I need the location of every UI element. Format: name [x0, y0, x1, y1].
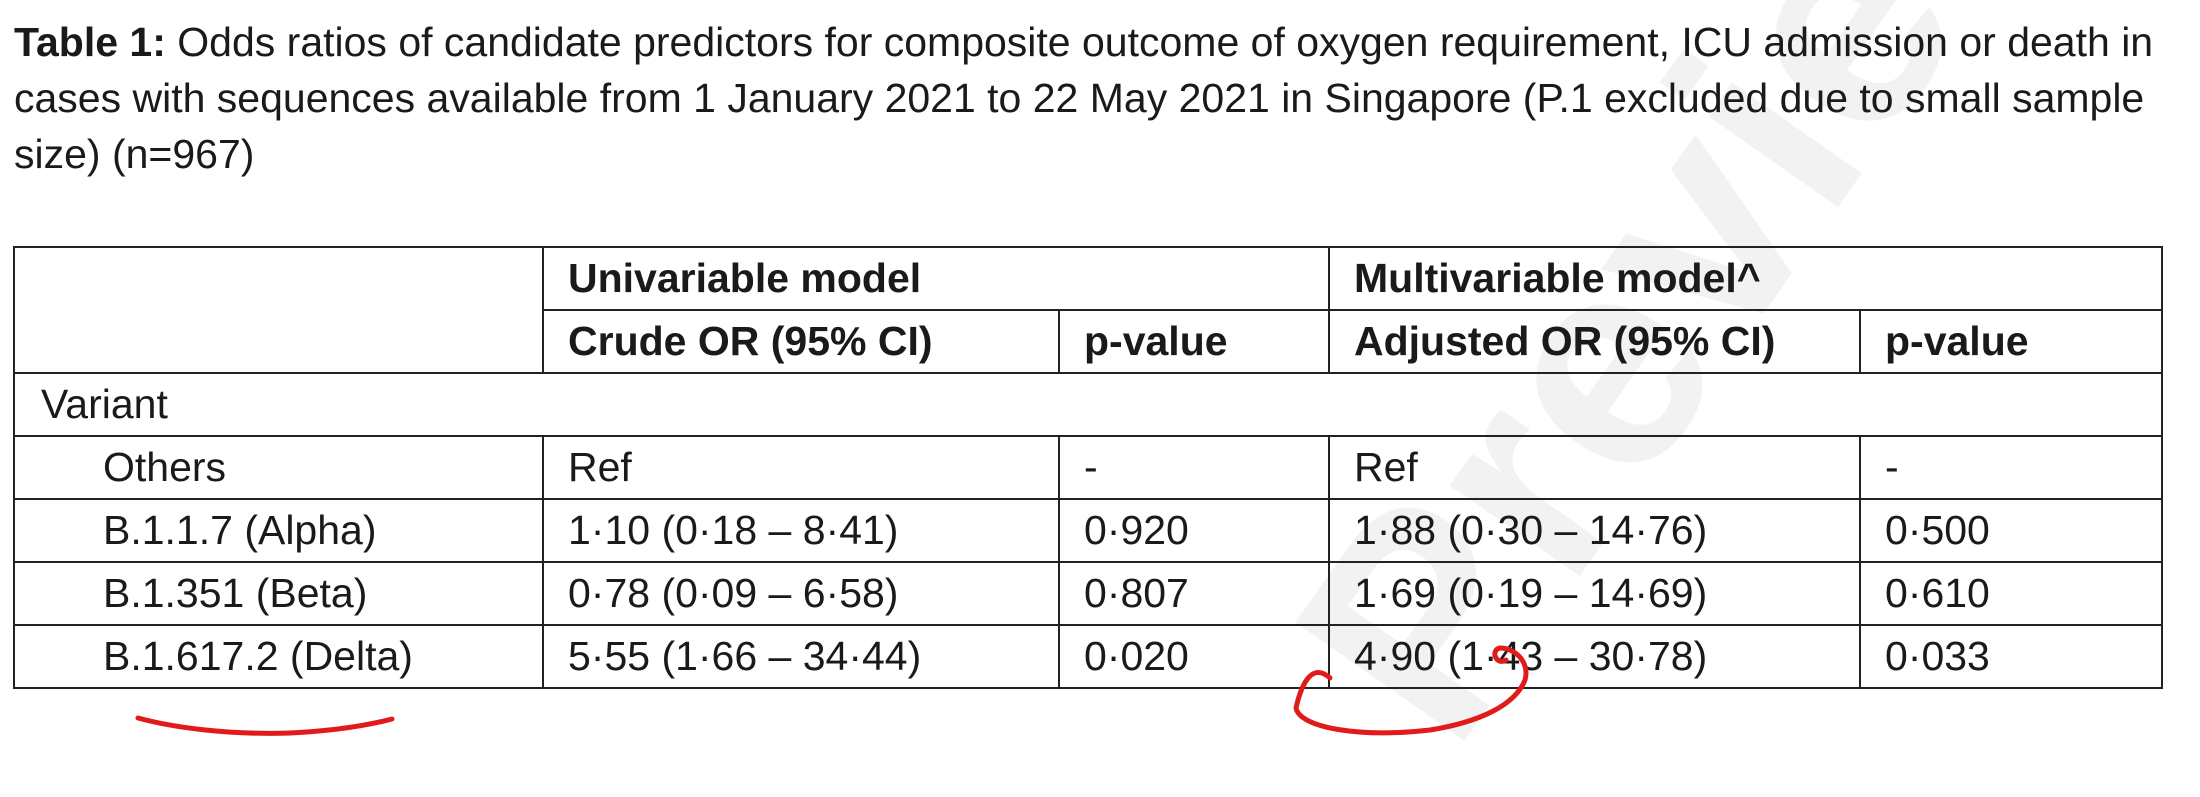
adjusted-or-cell: 1·69 (0·19 – 14·69): [1328, 561, 1861, 626]
table-caption: Table 1: Odds ratios of candidate predic…: [14, 14, 2164, 182]
caption-label: Table 1:: [14, 19, 166, 65]
table-row: B.1.351 (Beta) 0·78 (0·09 – 6·58) 0·807 …: [13, 561, 2163, 626]
table-row: B.1.1.7 (Alpha) 1·10 (0·18 – 8·41) 0·920…: [13, 498, 2163, 563]
p-value-cell: 0·807: [1058, 561, 1330, 626]
p-value-cell: 0·920: [1058, 498, 1330, 563]
crude-or-cell: 0·78 (0·09 – 6·58): [542, 561, 1060, 626]
table-row: B.1.617.2 (Delta) 5·55 (1·66 – 34·44) 0·…: [13, 624, 2163, 689]
p-value-cell: 0·033: [1859, 624, 2163, 689]
adjusted-or-cell: 1·88 (0·30 – 14·76): [1328, 498, 1861, 563]
p-value-cell: 0·020: [1058, 624, 1330, 689]
adjusted-or-cell: 4·90 (1·43 – 30·78): [1328, 624, 1861, 689]
p-value-cell: 0·610: [1859, 561, 2163, 626]
odds-ratio-table: Univariable model Multivariable model^ C…: [13, 246, 2163, 689]
crude-or-cell: 5·55 (1·66 – 34·44): [542, 624, 1060, 689]
p-value-cell: -: [1058, 435, 1330, 500]
header-row-columns: Crude OR (95% CI) p-value Adjusted OR (9…: [14, 309, 2163, 374]
header-row-models: Univariable model Multivariable model^: [13, 246, 2163, 374]
header-p-value-2: p-value: [1859, 309, 2163, 374]
row-name: B.1.1.7 (Alpha): [13, 498, 544, 563]
adjusted-or-cell: Ref: [1328, 435, 1861, 500]
header-crude-or: Crude OR (95% CI): [542, 309, 1060, 374]
crude-or-cell: Ref: [542, 435, 1060, 500]
header-empty-cell: [13, 246, 544, 374]
row-name: Others: [13, 435, 544, 500]
header-multivariable: Multivariable model^: [1328, 246, 2163, 311]
p-value-cell: 0·500: [1859, 498, 2163, 563]
crude-or-cell: 1·10 (0·18 – 8·41): [542, 498, 1060, 563]
red-underline-mark: [135, 715, 395, 736]
p-value-cell: -: [1859, 435, 2163, 500]
row-name: B.1.617.2 (Delta): [13, 624, 544, 689]
section-row-variant: Variant: [13, 372, 2163, 437]
header-p-value-1: p-value: [1058, 309, 1330, 374]
header-adjusted-or: Adjusted OR (95% CI): [1328, 309, 1861, 374]
header-univariable: Univariable model: [542, 246, 1330, 311]
row-name: B.1.351 (Beta): [13, 561, 544, 626]
section-label: Variant: [13, 372, 2163, 437]
caption-text: Odds ratios of candidate predictors for …: [14, 19, 2154, 177]
table-row: Others Ref - Ref -: [13, 435, 2163, 500]
